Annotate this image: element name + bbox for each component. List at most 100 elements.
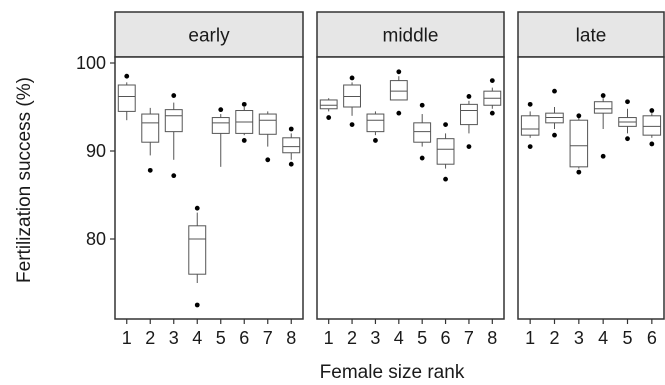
x-tick-label: 5 xyxy=(216,328,226,348)
box-body xyxy=(593,101,613,114)
box-late-6 xyxy=(642,108,662,147)
x-tick-label: 3 xyxy=(169,328,179,348)
facet-strip-label: middle xyxy=(383,26,439,47)
box-body xyxy=(520,115,540,136)
facet-plot-area-early xyxy=(114,56,304,320)
x-tick-label: 5 xyxy=(417,328,427,348)
x-tick-label: 7 xyxy=(464,328,474,348)
box-outlier-point xyxy=(527,144,533,150)
box-outlier-point xyxy=(576,113,582,119)
x-tick-label: 2 xyxy=(145,328,155,348)
box-body xyxy=(319,99,338,110)
x-tick-label: 4 xyxy=(192,328,202,348)
x-tick-label: 3 xyxy=(370,328,380,348)
x-tick-label: 1 xyxy=(525,328,535,348)
x-tick-label: 6 xyxy=(441,328,451,348)
box-outlier-point xyxy=(649,108,655,113)
box-outlier-point xyxy=(576,169,582,175)
x-tick-label: 6 xyxy=(239,328,249,348)
box-early-3 xyxy=(164,93,183,179)
box-outlier-point xyxy=(218,107,224,113)
box-outlier-point xyxy=(419,102,425,108)
box-outlier-point xyxy=(600,153,606,159)
box-early-7 xyxy=(258,111,277,163)
box-body xyxy=(569,119,589,168)
box-outlier-point xyxy=(552,132,557,138)
box-outlier-point xyxy=(649,141,655,147)
box-body xyxy=(211,117,230,134)
y-axis: 80 90 100 xyxy=(76,53,115,249)
facet-panel-late: late 1 2 3 4 5 6 xyxy=(517,11,665,348)
box-outlier-point xyxy=(527,101,533,107)
box-body xyxy=(642,115,662,136)
box-outlier-point xyxy=(489,110,495,116)
facet-strip-late xyxy=(517,11,665,58)
box-outlier-point xyxy=(288,161,294,167)
box-outlier-point xyxy=(171,93,177,98)
box-body xyxy=(413,122,432,143)
box-outlier-point xyxy=(171,173,177,179)
box-middle-3 xyxy=(366,111,385,143)
box-body xyxy=(141,113,160,143)
facet-panel-early: early 1 2 3 4 5 6 7 8 xyxy=(114,11,304,348)
x-tick-label: 8 xyxy=(487,328,497,348)
facet-strip-label: early xyxy=(188,26,230,47)
box-outlier-point xyxy=(625,136,630,142)
y-tick-label: 100 xyxy=(76,53,106,73)
box-late-2 xyxy=(545,88,564,138)
box-outlier-point xyxy=(349,75,355,81)
box-outlier-point xyxy=(265,157,271,163)
x-axis-title: Female size rank xyxy=(320,362,465,383)
facet-strip-label: late xyxy=(576,26,607,47)
box-body xyxy=(188,225,207,275)
box-middle-1 xyxy=(319,98,338,120)
box-late-1 xyxy=(520,101,540,150)
box-body xyxy=(436,138,455,165)
box-outlier-point xyxy=(288,126,294,132)
box-middle-7 xyxy=(460,94,478,150)
x-tick-label: 4 xyxy=(394,328,404,348)
box-outlier-point xyxy=(625,99,630,105)
facet-panel-middle: middle 1 2 3 4 5 6 7 8 xyxy=(316,11,505,348)
box-body xyxy=(389,80,408,101)
box-early-1 xyxy=(117,73,136,121)
box-middle-2 xyxy=(343,75,361,127)
x-tick-label: 5 xyxy=(622,328,632,348)
box-early-5 xyxy=(211,107,230,167)
x-tick-label: 1 xyxy=(324,328,334,348)
facet-plot-area-late xyxy=(517,56,665,320)
box-outlier-point xyxy=(326,115,332,120)
box-body xyxy=(164,109,183,133)
box-outlier-point xyxy=(147,167,153,173)
box-outlier-point xyxy=(443,176,448,182)
box-early-6 xyxy=(235,101,254,143)
box-late-4 xyxy=(593,93,613,159)
y-tick-label: 90 xyxy=(86,141,106,161)
box-body xyxy=(460,103,478,126)
box-outlier-point xyxy=(241,138,247,143)
box-outlier-point xyxy=(124,73,130,79)
box-body xyxy=(258,113,277,135)
x-tick-label: 2 xyxy=(549,328,559,348)
box-body xyxy=(117,84,136,112)
box-outlier-point xyxy=(194,205,200,211)
box-outlier-point xyxy=(443,122,448,127)
box-outlier-point xyxy=(349,122,355,127)
box-body xyxy=(282,137,301,154)
box-outlier-point xyxy=(396,110,402,116)
y-axis-title: Fertilization success (%) xyxy=(14,77,35,283)
facet-strip-middle xyxy=(316,11,505,58)
box-early-4 xyxy=(188,205,207,308)
box-outlier-point xyxy=(194,302,200,308)
box-outlier-point xyxy=(396,69,402,75)
box-late-3 xyxy=(569,113,589,175)
box-middle-8 xyxy=(483,78,502,116)
box-middle-6 xyxy=(436,122,455,182)
x-tick-label: 4 xyxy=(598,328,608,348)
box-outlier-point xyxy=(600,93,606,98)
x-tick-label: 8 xyxy=(286,328,296,348)
box-outlier-point xyxy=(466,144,472,150)
box-body xyxy=(366,113,385,133)
